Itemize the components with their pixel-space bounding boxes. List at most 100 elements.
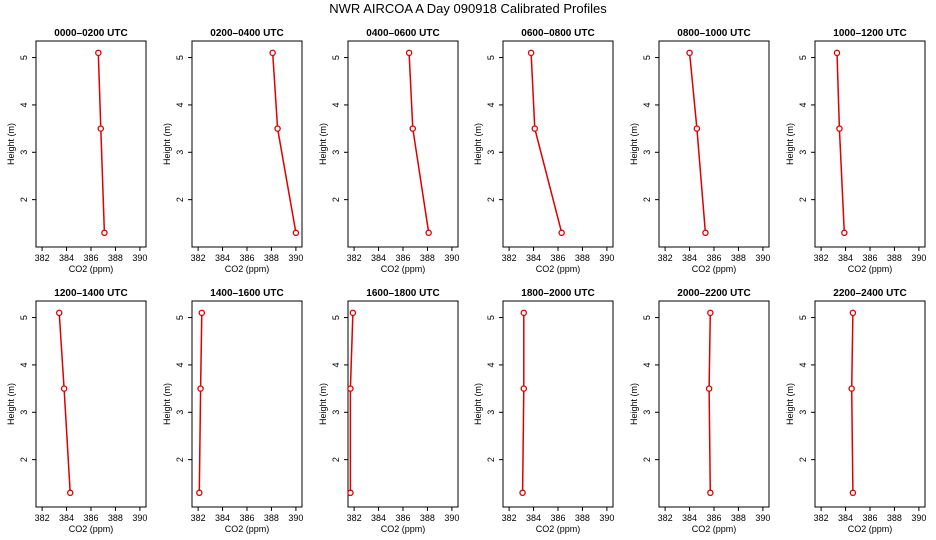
x-axis-label: CO2 (ppm) (381, 524, 426, 534)
figure-title: NWR AIRCOA A Day 090918 Calibrated Profi… (329, 1, 607, 16)
x-tick-label: 388 (420, 253, 435, 263)
y-tick-label: 2 (331, 197, 341, 202)
x-tick-label: 384 (371, 253, 386, 263)
profile-line (850, 312, 854, 493)
x-tick-label: 382 (814, 253, 829, 263)
y-tick-label: 4 (331, 102, 341, 107)
y-axis-label: Height (m) (473, 383, 483, 425)
profile-line (521, 312, 525, 493)
x-tick-label: 384 (526, 253, 541, 263)
y-tick-label: 4 (175, 362, 185, 367)
x-tick-label: 388 (264, 513, 279, 523)
x-axis-label: CO2 (ppm) (536, 524, 581, 534)
x-tick-label: 382 (191, 513, 206, 523)
x-tick-label: 390 (755, 253, 770, 263)
x-tick-label: 382 (658, 253, 673, 263)
x-axis-label: CO2 (ppm) (225, 264, 270, 274)
x-tick-label: 390 (444, 253, 459, 263)
panel-10: 1800–2000 UTC 382 384 386 388 390 2 3 4 5 CO2 (ppm… (473, 288, 614, 534)
x-tick-label: 388 (575, 513, 590, 523)
plot-frame (658, 300, 770, 508)
y-tick-label: 5 (331, 55, 341, 60)
x-tick-label: 390 (444, 513, 459, 523)
data-point (531, 125, 539, 132)
panel-7: 1200–1400 UTC 382 384 386 388 390 2 3 4 5 CO2 (ppm… (6, 288, 147, 534)
y-tick-label: 3 (642, 410, 652, 415)
panel-3: 0400–0600 UTC 382 384 386 388 390 2 3 4 5 CO2 (ppm… (318, 28, 459, 274)
data-point (833, 49, 841, 57)
y-tick-label: 2 (798, 457, 808, 462)
y-axis-label: Height (m) (785, 383, 795, 425)
x-tick-label: 382 (814, 513, 829, 523)
panel-title: 1000–1200 UTC (833, 28, 906, 39)
x-axis-label: CO2 (ppm) (692, 524, 737, 534)
x-tick-label: 390 (599, 253, 614, 263)
data-point (702, 229, 709, 237)
x-tick-label: 390 (288, 253, 303, 263)
data-point (197, 385, 204, 392)
plot-frame (191, 40, 303, 248)
data-point (66, 489, 74, 497)
x-tick-label: 386 (395, 513, 410, 523)
x-tick-label: 384 (838, 253, 853, 263)
x-axis-label: CO2 (ppm) (69, 524, 114, 534)
profile-line (408, 52, 430, 233)
data-point (520, 309, 528, 317)
data-point (55, 309, 63, 317)
y-tick-label: 2 (175, 457, 185, 462)
panel-title: 1400–1600 UTC (210, 288, 283, 299)
data-point (686, 49, 693, 57)
x-tick-label: 388 (887, 513, 902, 523)
y-tick-label: 2 (175, 197, 185, 202)
x-tick-label: 382 (502, 513, 517, 523)
panel-11: 2000–2200 UTC 382 384 386 388 390 2 3 4 5 CO2 (ppm… (629, 288, 770, 534)
x-tick-label: 384 (215, 513, 230, 523)
x-tick-label: 388 (887, 253, 902, 263)
x-tick-label: 386 (83, 253, 98, 263)
y-tick-label: 4 (331, 362, 341, 367)
y-tick-label: 3 (798, 150, 808, 155)
y-tick-label: 5 (486, 315, 496, 320)
x-tick-label: 382 (35, 253, 50, 263)
y-axis-label: Height (m) (629, 383, 639, 425)
data-point (849, 309, 857, 317)
y-tick-label: 4 (486, 102, 496, 107)
x-tick-label: 384 (59, 513, 74, 523)
y-tick-label: 3 (331, 410, 341, 415)
x-tick-label: 390 (755, 513, 770, 523)
data-point (519, 489, 526, 497)
x-tick-label: 390 (599, 513, 614, 523)
panel-title: 1200–1400 UTC (54, 288, 127, 299)
x-tick-label: 386 (550, 253, 565, 263)
panel-title: 1600–1800 UTC (366, 288, 439, 299)
y-tick-label: 4 (486, 362, 496, 367)
x-axis-label: CO2 (ppm) (848, 264, 893, 274)
panel-8: 1400–1600 UTC 382 384 386 388 390 2 3 4 5 CO2 (ppm… (162, 288, 303, 534)
profile-line (708, 312, 712, 493)
x-tick-label: 388 (420, 513, 435, 523)
panel-9: 1600–1800 UTC 382 384 386 388 390 2 3 4 5 CO2 (ppm… (318, 288, 459, 534)
profile-line (97, 52, 106, 233)
y-tick-label: 4 (19, 362, 29, 367)
x-tick-label: 384 (838, 513, 853, 523)
data-point (347, 385, 354, 392)
x-tick-label: 384 (682, 253, 697, 263)
panel-5: 0800–1000 UTC 382 384 386 388 390 2 3 4 5 CO2 (ppm… (629, 28, 770, 274)
data-point (527, 49, 535, 57)
y-tick-label: 2 (331, 457, 341, 462)
y-tick-label: 3 (486, 410, 496, 415)
profile-line (688, 52, 707, 233)
x-tick-label: 386 (395, 253, 410, 263)
x-tick-label: 386 (550, 513, 565, 523)
data-point (705, 385, 713, 392)
y-axis-label: Height (m) (785, 123, 795, 165)
data-point (60, 385, 68, 392)
x-tick-label: 384 (59, 253, 74, 263)
x-tick-label: 382 (191, 253, 206, 263)
panel-title: 1800–2000 UTC (521, 288, 594, 299)
x-tick-label: 390 (911, 253, 926, 263)
x-axis-label: CO2 (ppm) (848, 524, 893, 534)
panel-12: 2200–2400 UTC 382 384 386 388 390 2 3 4 5 CO2 (ppm… (785, 288, 926, 534)
x-tick-label: 382 (35, 513, 50, 523)
